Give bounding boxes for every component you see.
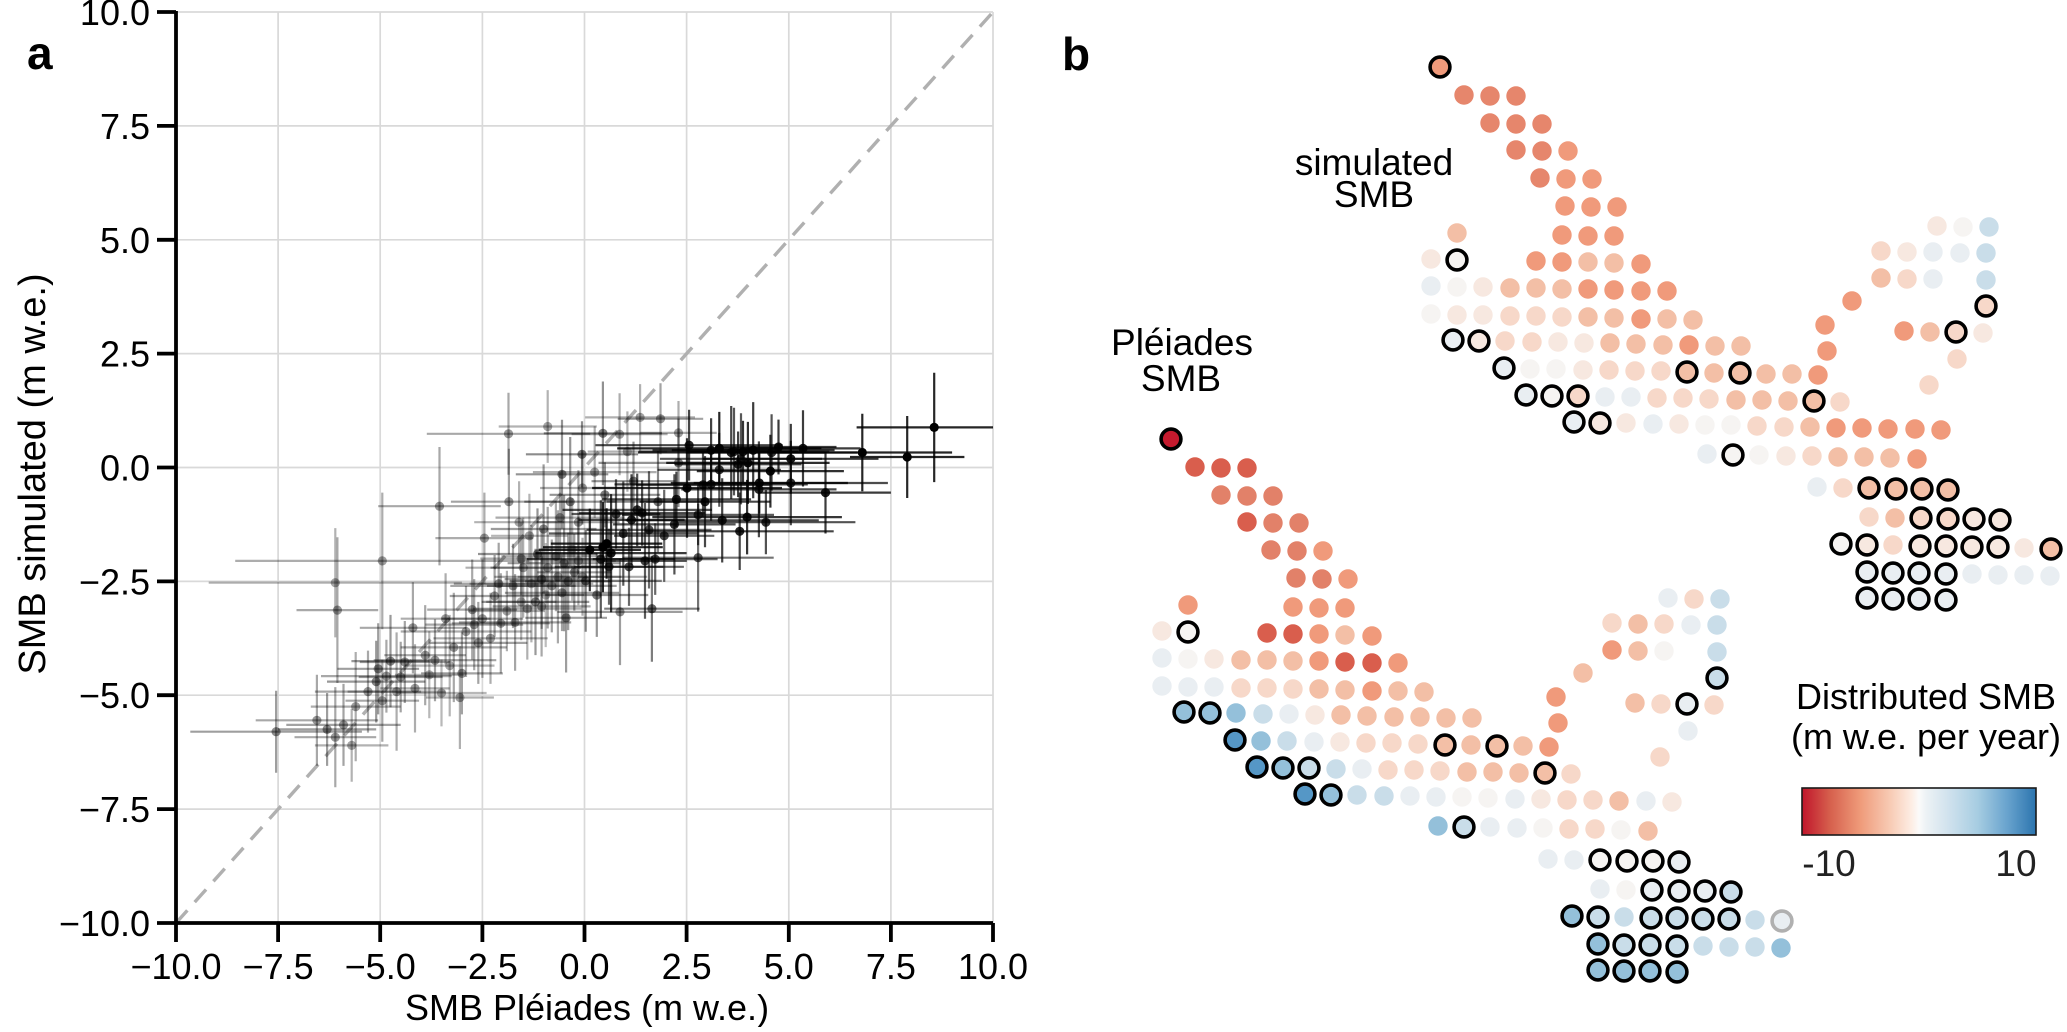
svg-text:−5.0: −5.0 [345,946,416,987]
svg-text:simulated: simulated [1295,142,1453,183]
svg-text:−2.5: −2.5 [447,946,518,987]
svg-text:(m w.e. per year): (m w.e. per year) [1791,716,2061,757]
svg-text:−10.0: −10.0 [130,946,221,987]
svg-text:SMB simulated (m w.e.): SMB simulated (m w.e.) [12,273,54,674]
svg-text:10: 10 [1995,843,2036,884]
svg-text:10.0: 10.0 [80,0,150,33]
svg-text:−2.5: −2.5 [79,561,150,602]
svg-text:−7.5: −7.5 [243,946,314,987]
svg-text:SMB Pléiades (m w.e.): SMB Pléiades (m w.e.) [405,987,769,1027]
svg-text:2.5: 2.5 [100,334,150,375]
svg-text:b: b [1062,28,1090,80]
svg-text:−5.0: −5.0 [79,675,150,716]
svg-text:0.0: 0.0 [559,946,609,987]
svg-text:7.5: 7.5 [100,106,150,147]
svg-text:7.5: 7.5 [866,946,916,987]
svg-text:Pléiades: Pléiades [1111,322,1253,363]
svg-text:0.0: 0.0 [100,448,150,489]
svg-text:SMB: SMB [1141,358,1221,399]
svg-text:SMB: SMB [1334,174,1414,215]
svg-text:Distributed SMB: Distributed SMB [1796,676,2056,717]
svg-text:-10: -10 [1802,843,1855,884]
svg-text:10.0: 10.0 [958,946,1028,987]
svg-text:−10.0: −10.0 [59,903,150,944]
svg-text:5.0: 5.0 [764,946,814,987]
svg-text:2.5: 2.5 [662,946,712,987]
svg-text:5.0: 5.0 [100,220,150,261]
svg-text:−7.5: −7.5 [79,789,150,830]
svg-text:a: a [27,27,53,79]
